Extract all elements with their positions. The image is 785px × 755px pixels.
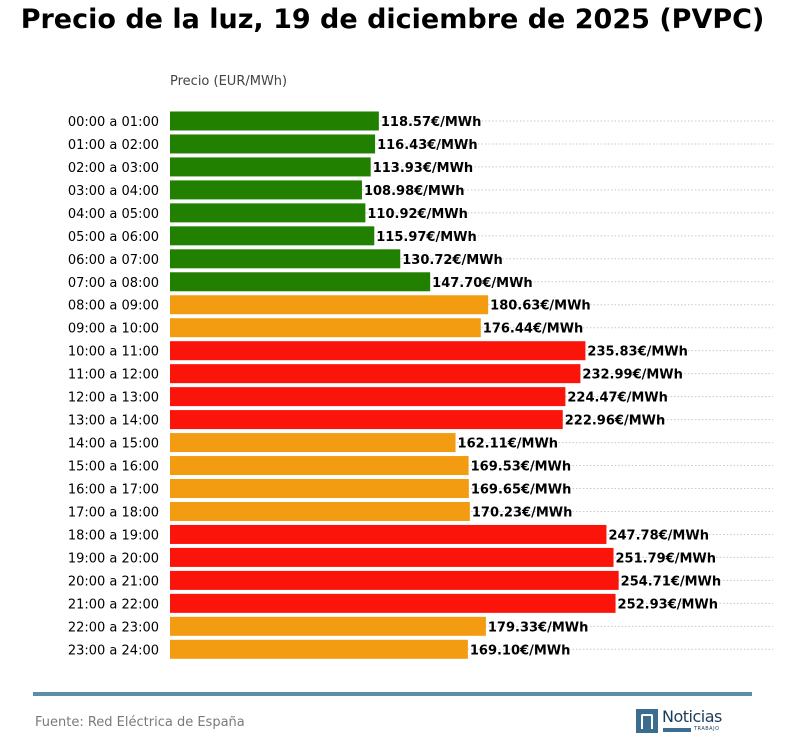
- price-bar: [170, 341, 586, 361]
- data-label: 247.78€/MWh: [608, 528, 709, 543]
- y-tick-label: 14:00 a 15:00: [68, 437, 159, 452]
- logo-icon: [636, 709, 658, 733]
- data-label: 170.23€/MWh: [472, 505, 572, 520]
- price-bar: [170, 410, 563, 430]
- source-text: Fuente: Red Eléctrica de España: [35, 715, 245, 730]
- price-bar: [170, 157, 371, 177]
- y-tick-label: 15:00 a 16:00: [68, 460, 159, 475]
- axis-label: Precio (EUR/MWh): [170, 74, 288, 89]
- data-label: 235.83€/MWh: [587, 345, 688, 360]
- price-bar: [170, 249, 401, 269]
- data-label: 115.97€/MWh: [376, 230, 477, 245]
- y-tick-label: 22:00 a 23:00: [68, 620, 159, 635]
- y-tick-label: 20:00 a 21:00: [68, 574, 159, 589]
- price-bar: [170, 616, 486, 636]
- data-label: 130.72€/MWh: [402, 253, 503, 268]
- data-label: 179.33€/MWh: [488, 620, 588, 635]
- price-bar: [170, 318, 481, 338]
- price-bar: [170, 456, 469, 476]
- price-bar: [170, 479, 469, 499]
- price-bar: [170, 433, 456, 453]
- y-tick-label: 09:00 a 10:00: [68, 322, 159, 337]
- data-label: 169.53€/MWh: [471, 460, 571, 475]
- y-tick-label: 16:00 a 17:00: [68, 483, 159, 498]
- bar-chart: 00:00 a 01:00 118.57€/MWh 01:00 a 02:00 116…: [68, 111, 773, 659]
- y-tick-label: 12:00 a 13:00: [68, 391, 159, 406]
- price-bar: [170, 295, 489, 315]
- price-bar: [170, 570, 619, 590]
- y-tick-label: 01:00 a 02:00: [68, 138, 159, 153]
- data-label: 180.63€/MWh: [490, 299, 591, 314]
- y-tick-label: 03:00 a 04:00: [68, 184, 159, 199]
- price-bar: [170, 272, 431, 292]
- data-label: 162.11€/MWh: [458, 437, 559, 452]
- data-label: 232.99€/MWh: [582, 368, 683, 383]
- price-bar: [170, 203, 366, 223]
- data-label: 118.57€/MWh: [381, 115, 482, 130]
- data-label: 110.92€/MWh: [367, 207, 468, 222]
- logo-underline: [663, 728, 691, 732]
- data-label: 108.98€/MWh: [364, 184, 465, 199]
- y-tick-label: 18:00 a 19:00: [68, 528, 159, 543]
- data-label: 251.79€/MWh: [616, 551, 717, 566]
- price-bar: [170, 134, 376, 154]
- data-label: 222.96€/MWh: [565, 414, 666, 429]
- y-tick-label: 21:00 a 22:00: [68, 597, 159, 612]
- logo-text: Noticias: [662, 707, 722, 726]
- chart-title: Precio de la luz, 19 de diciembre de 202…: [20, 4, 765, 35]
- data-label: 169.65€/MWh: [471, 483, 572, 498]
- y-tick-label: 11:00 a 12:00: [68, 368, 159, 383]
- data-label: 224.47€/MWh: [567, 391, 668, 406]
- y-tick-label: 08:00 a 09:00: [68, 299, 159, 314]
- data-label: 252.93€/MWh: [618, 597, 719, 612]
- y-tick-label: 04:00 a 05:00: [68, 207, 159, 222]
- price-bar: [170, 111, 379, 131]
- y-tick-label: 13:00 a 14:00: [68, 414, 159, 429]
- price-bar: [170, 547, 614, 567]
- data-label: 176.44€/MWh: [483, 322, 584, 337]
- price-bar: [170, 180, 362, 200]
- price-bar: [170, 501, 470, 521]
- y-tick-label: 00:00 a 01:00: [68, 115, 159, 130]
- y-tick-label: 19:00 a 20:00: [68, 551, 159, 566]
- data-label: 169.10€/MWh: [470, 643, 570, 658]
- price-bar: [170, 364, 581, 384]
- price-bar: [170, 593, 616, 613]
- data-label: 147.70€/MWh: [432, 276, 533, 291]
- y-tick-label: 23:00 a 24:00: [68, 643, 159, 658]
- y-tick-label: 05:00 a 06:00: [68, 230, 159, 245]
- brand-logo: Noticias TRABAJO: [636, 707, 736, 735]
- data-label: 254.71€/MWh: [621, 574, 722, 589]
- y-tick-label: 07:00 a 08:00: [68, 276, 159, 291]
- y-tick-label: 10:00 a 11:00: [68, 345, 159, 360]
- y-tick-label: 02:00 a 03:00: [68, 161, 159, 176]
- price-bar: [170, 524, 607, 544]
- y-tick-label: 06:00 a 07:00: [68, 253, 159, 268]
- price-bar: [170, 387, 566, 407]
- data-label: 113.93€/MWh: [373, 161, 474, 176]
- data-label: 116.43€/MWh: [377, 138, 478, 153]
- footer-divider: [33, 692, 752, 696]
- price-bar: [170, 226, 375, 246]
- logo-subtext: TRABAJO: [694, 726, 720, 732]
- y-tick-label: 17:00 a 18:00: [68, 505, 159, 520]
- price-bar: [170, 639, 468, 659]
